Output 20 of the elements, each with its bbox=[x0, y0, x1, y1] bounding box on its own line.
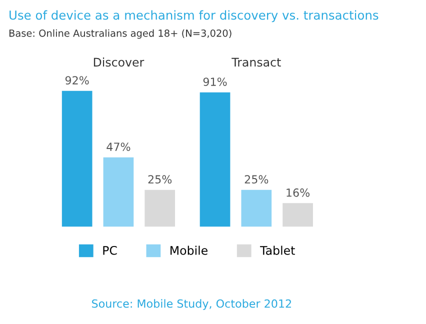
bar bbox=[144, 190, 176, 227]
data-label: 25% bbox=[148, 175, 172, 184]
data-label: 25% bbox=[244, 175, 268, 184]
bar bbox=[241, 190, 272, 227]
x-tick-label: Transact bbox=[232, 58, 281, 67]
data-label: 91% bbox=[203, 78, 227, 86]
legend-label: Tablet bbox=[260, 246, 295, 255]
chart-subtitle: Base: Online Australians aged 18+ (N=3,020) bbox=[9, 29, 232, 39]
data-label: 92% bbox=[65, 76, 89, 85]
x-tick-label: Discover bbox=[94, 58, 144, 67]
legend-label: PC bbox=[103, 246, 117, 255]
bar bbox=[200, 92, 230, 227]
bar bbox=[62, 90, 92, 227]
bar bbox=[103, 157, 134, 227]
legend-label: Mobile bbox=[170, 246, 208, 255]
data-label: 47% bbox=[106, 142, 130, 152]
bar bbox=[282, 203, 313, 227]
chart-title: Use of device as a mechanism for discovery vs. transactions bbox=[10, 10, 378, 22]
source-note: Source: Mobile Study, October 2012 bbox=[92, 299, 291, 310]
data-label: 16% bbox=[286, 188, 310, 197]
